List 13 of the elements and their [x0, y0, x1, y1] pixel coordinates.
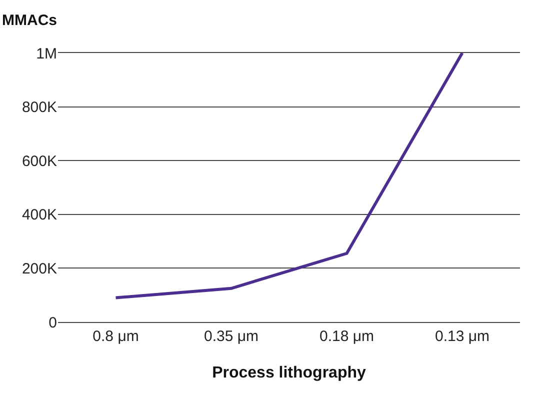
y-tick-label: 600K	[22, 152, 57, 170]
y-tick-label: 400K	[22, 206, 57, 224]
x-axis-title: Process lithography	[212, 364, 366, 382]
x-tick-label: 0.18 μm	[320, 328, 374, 345]
y-tick-label: 0	[48, 314, 57, 332]
y-tick-label: 200K	[22, 260, 57, 278]
x-tick-label: 0.35 μm	[204, 328, 258, 345]
y-axis-title: MMACs	[2, 12, 57, 29]
y-tick-label: 1M	[36, 45, 57, 62]
y-tick-label: 800K	[22, 99, 57, 116]
line-series	[114, 53, 464, 300]
x-tick-label: 0.13 μm	[435, 328, 490, 345]
x-tick-label: 0.8 μm	[92, 328, 139, 345]
